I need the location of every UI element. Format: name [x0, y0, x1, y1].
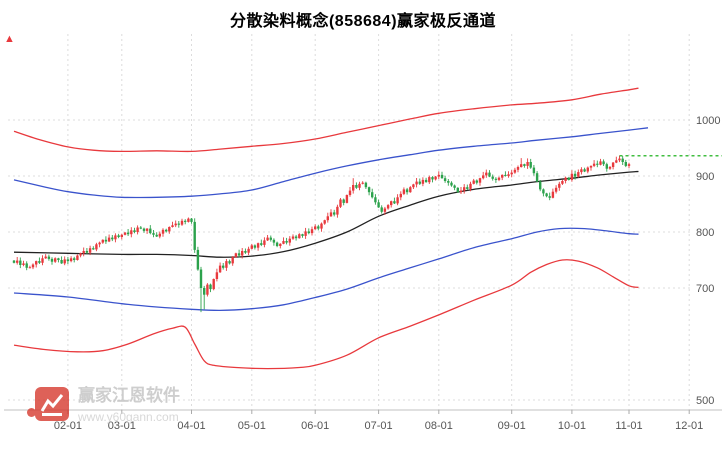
winner-logo-icon — [27, 386, 70, 422]
logo-dot — [27, 408, 36, 417]
y-axis-label: 700 — [696, 283, 714, 295]
red-triangle-icon: ▲ — [4, 33, 15, 45]
y-axis-label: 500 — [696, 395, 714, 407]
y-axis: 1000 900 800 700 500 — [696, 115, 720, 407]
watermark-brand: 赢家江恩软件 — [78, 386, 180, 405]
x-axis-label: 11-01 — [615, 420, 642, 432]
x-axis-label: 12-01 — [675, 420, 703, 432]
chart-title: 分散染料概念(858684)赢家极反通道 — [229, 13, 497, 30]
y-axis-label: 900 — [696, 171, 714, 183]
band-upper-blue-line — [13, 127, 649, 199]
band-upper-extreme-red-line — [13, 87, 639, 153]
x-axis-label: 07-01 — [365, 420, 393, 432]
x-axis-label: 05-01 — [238, 420, 266, 432]
watermark: 赢家江恩软件 www.y60gann.com — [27, 386, 180, 424]
x-axis-label: 09-01 — [498, 420, 526, 432]
watermark-url: www.y60gann.com — [78, 410, 179, 424]
band-lower-blue-line — [13, 227, 639, 312]
y-axis-label: 1000 — [696, 115, 720, 127]
x-axis-label: 04-01 — [177, 420, 205, 432]
band-middle-black-line — [13, 170, 639, 258]
x-axis-label: 03-01 — [108, 420, 136, 432]
x-axis-label: 02-01 — [54, 420, 82, 432]
x-axis-label: 10-01 — [558, 420, 586, 432]
band-lower-extreme-red-line — [13, 259, 639, 370]
candles-layer[interactable] — [12, 155, 631, 313]
x-axis-label: 06-01 — [301, 420, 329, 432]
y-axis-label: 800 — [696, 227, 714, 239]
x-axis-label: 08-01 — [425, 420, 453, 432]
x-axis: 02-01 03-01 04-01 05-01 06-01 07-01 08-01 09-01… — [4, 409, 722, 432]
